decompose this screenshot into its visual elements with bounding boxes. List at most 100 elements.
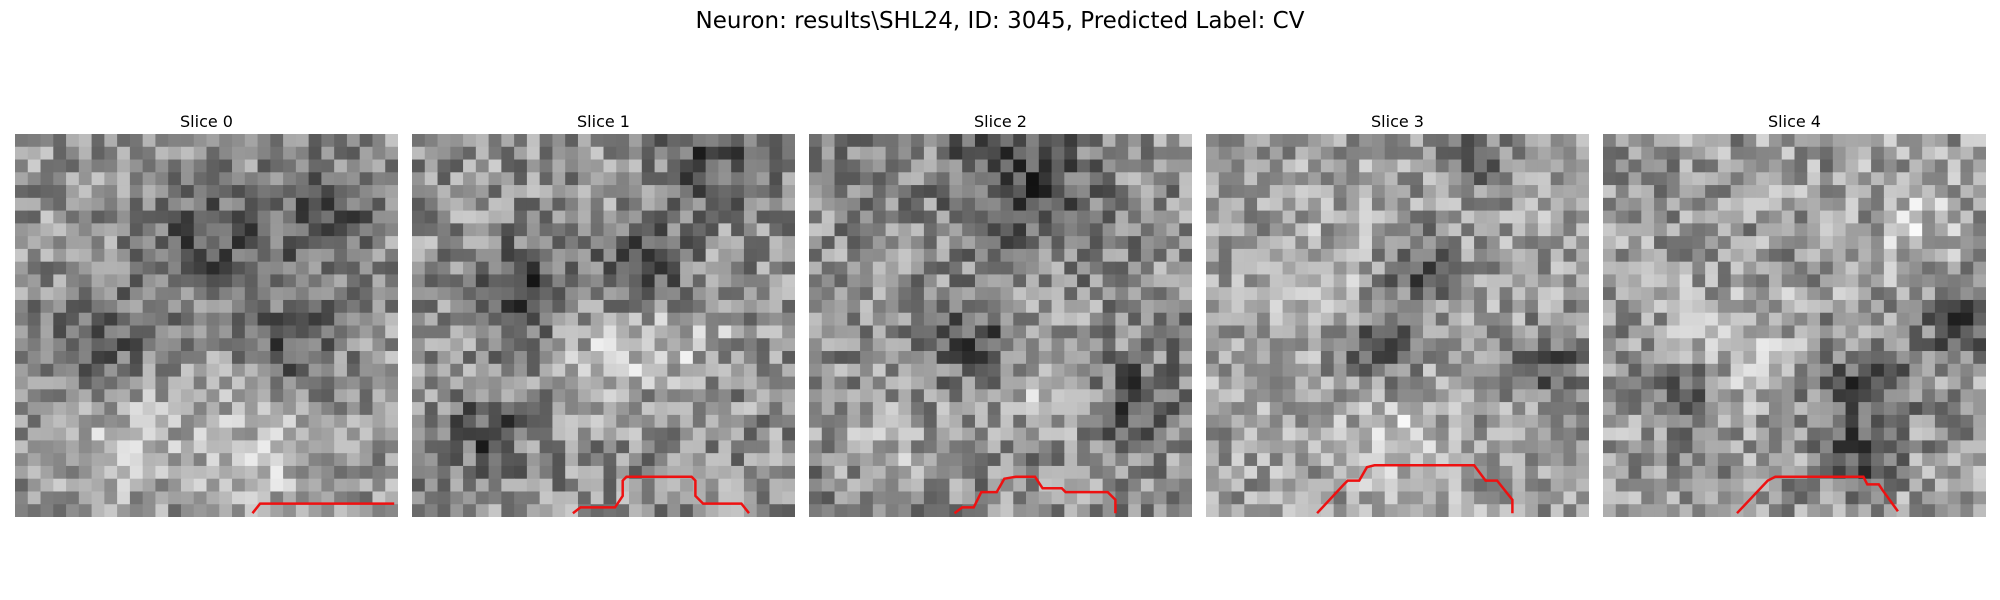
image-pixel	[834, 504, 848, 517]
image-pixel	[1000, 134, 1014, 148]
image-pixel	[821, 248, 836, 263]
image-pixel	[834, 274, 848, 288]
image-pixel	[359, 134, 374, 148]
image-pixel	[1794, 172, 1808, 186]
image-pixel	[424, 453, 439, 467]
image-pixel	[463, 478, 477, 493]
image-pixel	[1832, 236, 1847, 250]
image-pixel	[1102, 210, 1116, 224]
image-pixel	[1871, 453, 1885, 467]
image-pixel	[1756, 504, 1770, 517]
image-pixel	[168, 185, 182, 199]
image-pixel	[1257, 427, 1271, 441]
image-pixel	[1486, 389, 1501, 403]
image-pixel	[552, 491, 566, 505]
image-pixel	[718, 325, 732, 339]
image-pixel	[731, 465, 745, 480]
image-pixel	[15, 478, 29, 493]
image-pixel	[809, 248, 823, 263]
image-pixel	[1346, 504, 1360, 517]
image-pixel	[1231, 389, 1245, 403]
image-pixel	[1563, 427, 1577, 441]
image-pixel	[1717, 223, 1732, 237]
image-pixel	[1359, 414, 1373, 429]
image-pixel	[974, 236, 989, 250]
image-pixel	[539, 236, 554, 250]
image-pixel	[911, 325, 925, 339]
image-pixel	[1960, 159, 1974, 173]
image-pixel	[1013, 453, 1027, 467]
image-pixel	[565, 185, 579, 199]
image-pixel	[1308, 274, 1322, 288]
image-pixel	[1397, 210, 1411, 224]
image-pixel	[1153, 325, 1168, 339]
image-pixel	[898, 440, 912, 454]
image-pixel	[821, 338, 836, 352]
image-pixel	[1423, 491, 1437, 505]
image-pixel	[1743, 223, 1757, 237]
image-pixel	[1026, 325, 1040, 339]
image-pixel	[1705, 299, 1719, 314]
image-pixel	[1960, 248, 1974, 263]
image-pixel	[539, 159, 554, 173]
image-pixel	[1346, 197, 1360, 212]
image-pixel	[1115, 223, 1129, 237]
image-pixel	[885, 223, 899, 237]
image-pixel	[1038, 389, 1053, 403]
image-pixel	[1115, 376, 1129, 390]
image-pixel	[168, 248, 182, 263]
image-pixel	[1666, 363, 1681, 378]
image-pixel	[1896, 427, 1910, 441]
image-pixel	[539, 274, 554, 288]
image-pixel	[1934, 197, 1949, 212]
image-pixel	[1654, 491, 1668, 505]
image-pixel	[1089, 223, 1104, 237]
image-pixel	[232, 210, 246, 224]
image-pixel	[1051, 325, 1065, 339]
image-pixel	[27, 363, 42, 378]
image-pixel	[1794, 491, 1808, 505]
image-pixel	[450, 134, 464, 148]
image-pixel	[911, 197, 925, 212]
image-pixel	[117, 248, 131, 263]
image-pixel	[821, 197, 836, 212]
image-pixel	[1973, 389, 1986, 403]
image-pixel	[27, 172, 42, 186]
image-pixel	[1934, 210, 1949, 224]
image-pixel	[705, 134, 719, 148]
image-pixel	[142, 478, 157, 493]
image-pixel	[1384, 504, 1399, 517]
image-pixel	[1909, 453, 1923, 467]
image-pixel	[692, 504, 707, 517]
image-pixel	[501, 491, 515, 505]
image-pixel	[168, 465, 182, 480]
image-pixel	[450, 172, 464, 186]
image-pixel	[743, 274, 758, 288]
image-pixel	[501, 325, 515, 339]
image-pixel	[53, 197, 67, 212]
image-pixel	[334, 363, 348, 378]
image-pixel	[1153, 236, 1168, 250]
image-pixel	[1435, 248, 1450, 263]
image-pixel	[1115, 299, 1129, 314]
image-pixel	[898, 185, 912, 199]
image-pixel	[1679, 465, 1693, 480]
image-pixel	[1410, 351, 1424, 365]
image-pixel	[1947, 478, 1962, 493]
image-pixel	[692, 363, 707, 378]
image-pixel	[1038, 312, 1053, 327]
image-pixel	[885, 159, 899, 173]
image-pixel	[1871, 299, 1885, 314]
image-pixel	[15, 414, 29, 429]
image-pixel	[450, 185, 464, 199]
image-pixel	[385, 197, 398, 212]
image-pixel	[193, 236, 208, 250]
image-pixel	[1820, 453, 1834, 467]
image-pixel	[1461, 338, 1475, 352]
image-pixel	[129, 440, 144, 454]
image-pixel	[346, 414, 361, 429]
image-pixel	[1973, 248, 1986, 263]
image-pixel	[1102, 376, 1116, 390]
image-pixel	[129, 453, 144, 467]
image-pixel	[1525, 402, 1539, 416]
